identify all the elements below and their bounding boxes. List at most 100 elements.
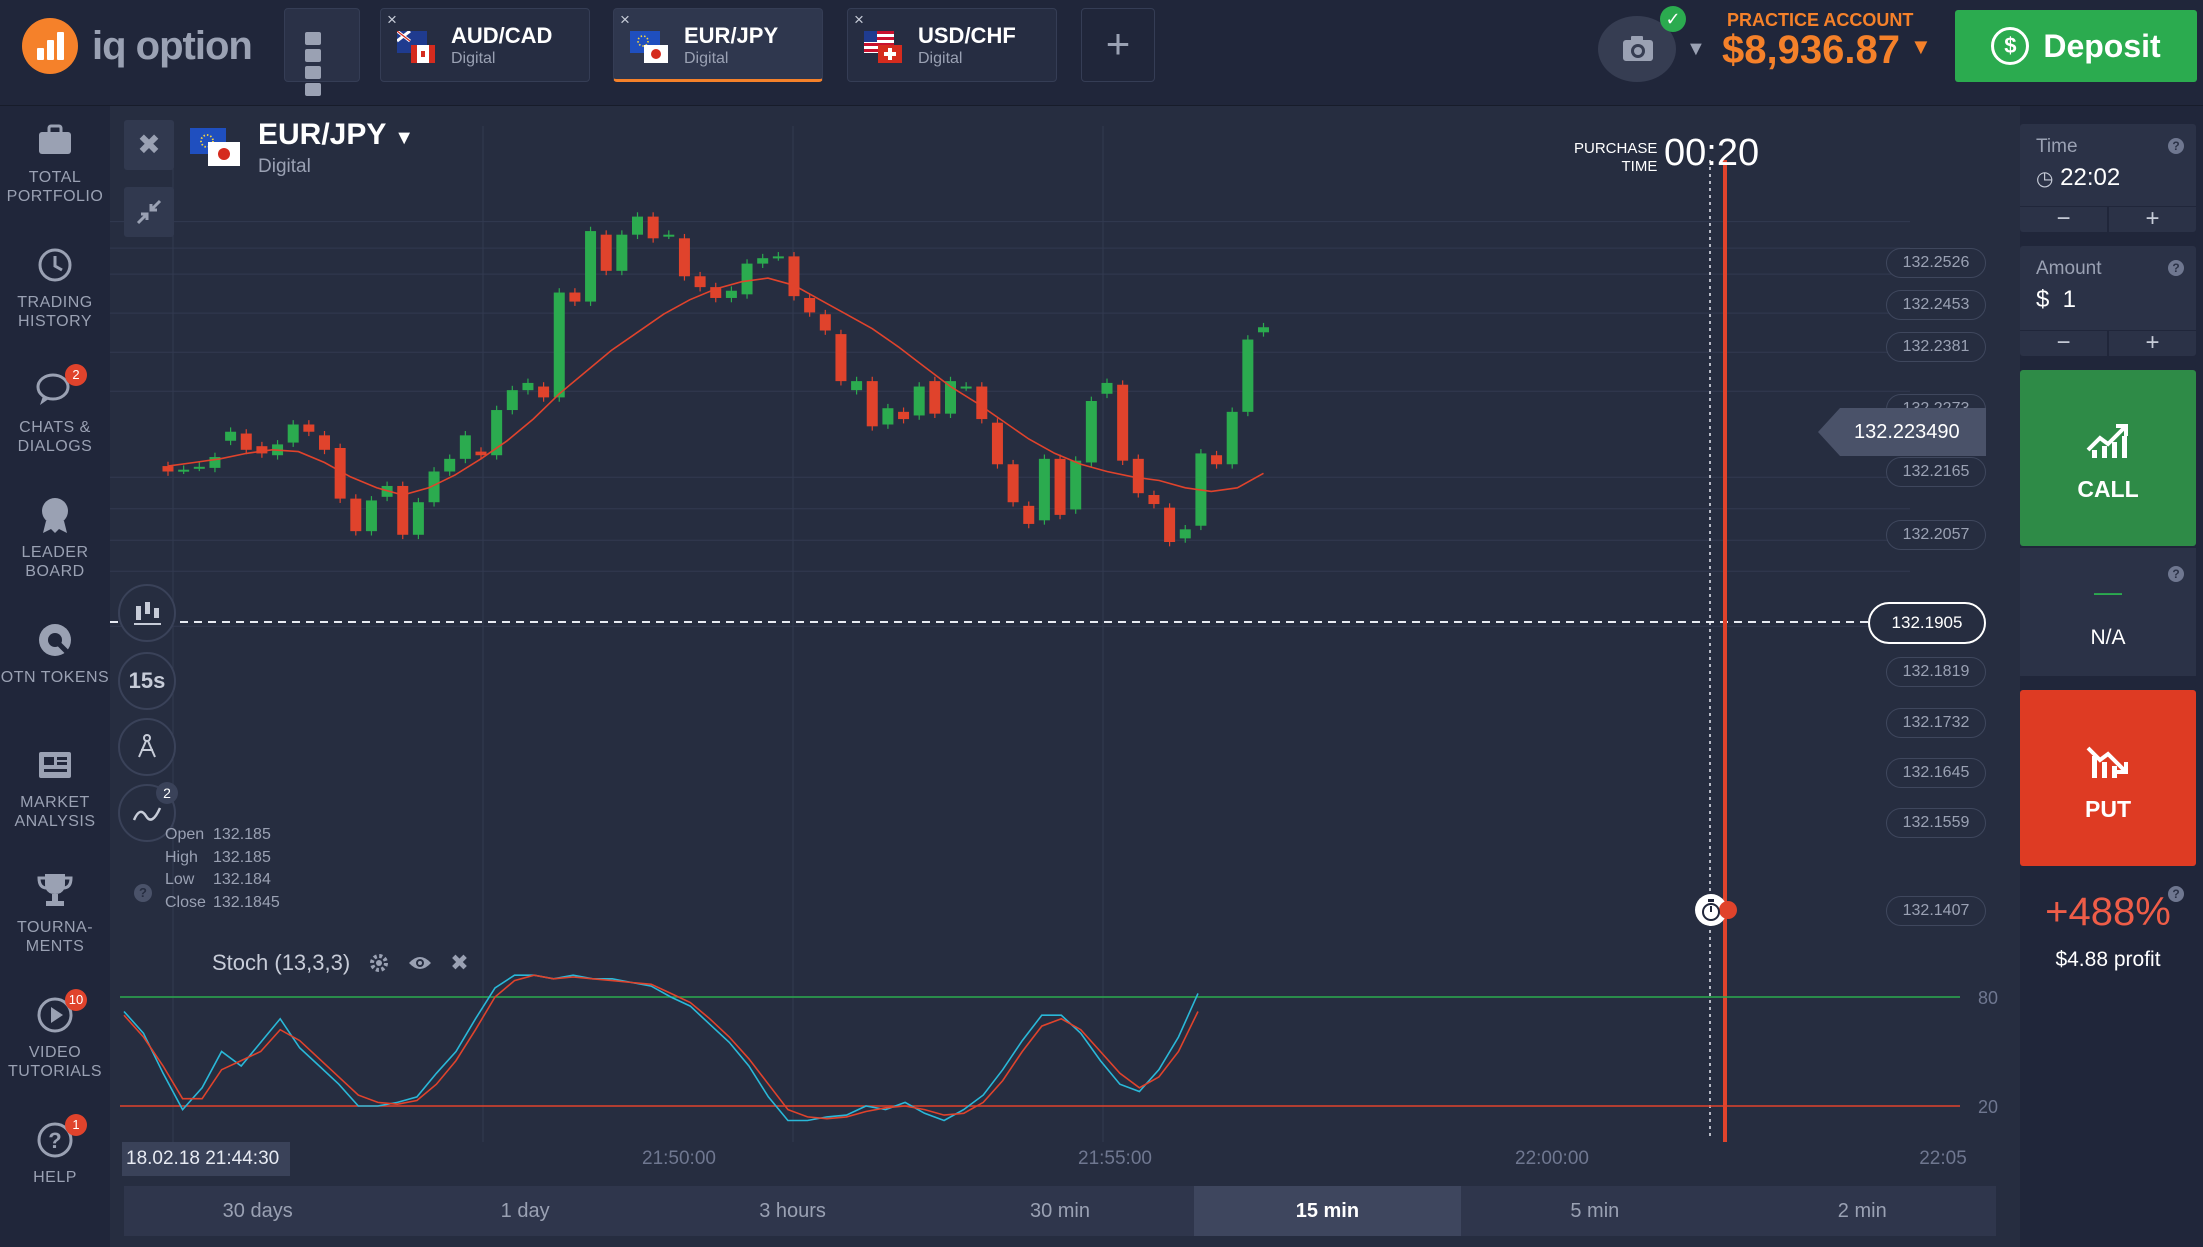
candle-body bbox=[991, 422, 1003, 465]
help-icon[interactable]: ? bbox=[134, 884, 152, 902]
candle-body bbox=[1226, 411, 1238, 465]
time-axis-label: 22:00:00 bbox=[1515, 1148, 1589, 1169]
account-type-label[interactable]: PRACTICE ACCOUNT bbox=[1727, 10, 1914, 30]
candle-body bbox=[725, 290, 737, 298]
profit-amount: $4.88 profit bbox=[2055, 948, 2161, 971]
period-2-min[interactable]: 2 min bbox=[1837, 1200, 1887, 1222]
eye-icon[interactable] bbox=[408, 954, 432, 972]
candle-body bbox=[1117, 384, 1129, 461]
sidebar-item-help[interactable]: ? 1 HELP bbox=[0, 1114, 110, 1187]
close-tab-icon[interactable]: × bbox=[854, 10, 864, 29]
time-axis-label: 21:55:00 bbox=[1078, 1148, 1152, 1169]
tab-asset-name: USD/CHF bbox=[918, 23, 1016, 48]
amount-decrease-button[interactable]: − bbox=[2020, 331, 2109, 356]
period-selector: 30 days 1 day 3 hours 30 min 15 min 5 mi… bbox=[124, 1186, 1996, 1236]
price-scale-label: 132.1819 bbox=[1886, 657, 1986, 687]
candle-body bbox=[741, 263, 753, 295]
candlestick-series bbox=[162, 212, 1269, 547]
candle-body bbox=[1070, 460, 1082, 510]
price-chart[interactable]: 80 20 bbox=[110, 106, 2020, 1183]
period-3-hours[interactable]: 3 hours bbox=[759, 1200, 826, 1222]
amount-value[interactable]: $ 1 bbox=[2036, 286, 2077, 313]
chevron-down-icon[interactable]: ▼ bbox=[1910, 34, 1932, 59]
help-icon[interactable]: ? bbox=[2168, 138, 2184, 154]
gear-icon[interactable] bbox=[368, 952, 390, 974]
asset-grid-button[interactable] bbox=[284, 8, 360, 96]
candle-body bbox=[913, 386, 925, 416]
deposit-button[interactable]: $ Deposit bbox=[1955, 10, 2197, 82]
help-icon[interactable]: ? bbox=[2168, 260, 2184, 276]
candle-body bbox=[804, 297, 816, 313]
price-scale-label: 132.1732 bbox=[1886, 708, 1986, 738]
sidebar-item-video-tutorials[interactable]: 10 VIDEO TUTORIALS bbox=[0, 989, 110, 1081]
sidebar-item-market-analysis[interactable]: MARKET ANALYSIS bbox=[0, 745, 110, 831]
time-decrease-button[interactable]: − bbox=[2020, 207, 2109, 232]
trend-down-icon bbox=[2086, 746, 2128, 778]
candle-body bbox=[209, 457, 221, 468]
sidebar-item-label: TOURNA- MENTS bbox=[16, 919, 94, 955]
help-icon[interactable]: ? bbox=[2168, 566, 2184, 582]
close-tab-icon[interactable]: × bbox=[387, 10, 397, 29]
sidebar-item-chats[interactable]: 2 CHATS & DIALOGS bbox=[0, 364, 110, 456]
sidebar-item-leaderboard[interactable]: LEADER BOARD bbox=[0, 495, 110, 581]
candle-body bbox=[475, 451, 487, 456]
chat-icon: 2 bbox=[35, 364, 87, 410]
period-15-min[interactable]: 15 min bbox=[1193, 1186, 1462, 1236]
token-icon bbox=[35, 620, 75, 660]
close-icon[interactable]: ✖ bbox=[450, 950, 469, 975]
candle-body bbox=[303, 424, 315, 432]
period-30-min[interactable]: 30 min bbox=[1029, 1200, 1090, 1222]
sidebar-item-otn-tokens[interactable]: OTN TOKENS bbox=[0, 620, 110, 687]
candle-body bbox=[350, 498, 362, 532]
call-button[interactable]: CALL bbox=[2020, 370, 2196, 546]
chevron-down-icon[interactable]: ▼ bbox=[1686, 38, 1706, 60]
put-label: PUT bbox=[2085, 796, 2131, 822]
candle-body bbox=[694, 276, 706, 288]
candle-body bbox=[632, 216, 643, 235]
asset-title[interactable]: EUR/JPY ▼ bbox=[258, 118, 414, 151]
candle-body bbox=[1007, 464, 1019, 503]
sidebar bbox=[0, 106, 110, 1247]
ohlc-label: Low bbox=[165, 871, 195, 888]
brand-logo[interactable]: iq option bbox=[22, 18, 253, 74]
amount-label: Amount bbox=[2036, 258, 2102, 279]
candle-body bbox=[819, 314, 831, 331]
asset-tab-eur-jpy[interactable]: × EUR/JPY Digital bbox=[613, 8, 823, 82]
expiration-time-field[interactable]: Time ? ◷ 22:02 − + bbox=[2020, 124, 2196, 232]
asset-tab-usd-chf[interactable]: × USD/CHF Digital bbox=[847, 8, 1057, 82]
trend-up-icon bbox=[2086, 424, 2128, 458]
profit-indicator: ? +488% $4.88 profit bbox=[2020, 868, 2196, 996]
tab-asset-name: AUD/CAD bbox=[451, 23, 553, 48]
collapse-chart-button[interactable] bbox=[124, 187, 174, 237]
sidebar-item-tournaments[interactable]: TOURNA- MENTS bbox=[0, 870, 110, 956]
sidebar-item-total-portfolio[interactable]: TOTAL PORTFOLIO bbox=[0, 120, 110, 206]
indicators-button[interactable]: 2 bbox=[118, 782, 178, 842]
asset-tab-aud-cad[interactable]: × AUD/CAD Digital bbox=[380, 8, 590, 82]
time-increase-button[interactable]: + bbox=[2145, 205, 2160, 232]
briefcase-icon bbox=[35, 120, 75, 160]
put-button[interactable]: PUT bbox=[2020, 690, 2196, 866]
logo-icon bbox=[22, 18, 78, 74]
amount-increase-button[interactable]: + bbox=[2145, 329, 2160, 356]
time-value: ◷ 22:02 bbox=[2036, 164, 2121, 191]
tab-asset-type: Digital bbox=[684, 50, 729, 67]
period-30-days[interactable]: 30 days bbox=[222, 1200, 293, 1222]
help-icon[interactable]: ? bbox=[2168, 886, 2184, 902]
drawing-tools-button[interactable] bbox=[118, 718, 176, 776]
close-tab-icon[interactable]: × bbox=[620, 10, 630, 29]
chart-type-button[interactable] bbox=[118, 584, 176, 642]
add-asset-button[interactable]: + bbox=[1081, 8, 1155, 82]
candle-body bbox=[444, 458, 456, 472]
period-5-min[interactable]: 5 min bbox=[1570, 1200, 1620, 1222]
candle-body bbox=[1023, 505, 1035, 524]
candle-body bbox=[1038, 458, 1050, 521]
account-balance[interactable]: $8,936.87 bbox=[1722, 28, 1900, 72]
sidebar-item-trading-history[interactable]: TRADING HISTORY bbox=[0, 245, 110, 331]
period-1-day[interactable]: 1 day bbox=[500, 1200, 550, 1222]
candle-body bbox=[538, 386, 550, 398]
candle-body bbox=[287, 424, 299, 443]
candle-interval-button[interactable]: 15s bbox=[118, 652, 176, 710]
close-chart-button[interactable]: ✖ bbox=[124, 120, 174, 170]
amount-field[interactable]: Amount ? $ 1 − + bbox=[2020, 246, 2196, 356]
time-axis-label: 21:50:00 bbox=[642, 1148, 716, 1169]
